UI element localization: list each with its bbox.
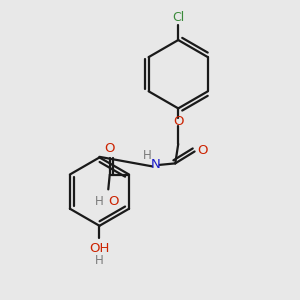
Text: H: H — [95, 254, 104, 267]
Text: O: O — [173, 115, 184, 128]
Text: N: N — [151, 158, 161, 171]
Text: H: H — [95, 195, 104, 208]
Text: H: H — [143, 149, 152, 162]
Text: OH: OH — [89, 242, 110, 255]
Text: O: O — [108, 195, 119, 208]
Text: Cl: Cl — [172, 11, 184, 24]
Text: O: O — [104, 142, 115, 154]
Text: O: O — [198, 143, 208, 157]
